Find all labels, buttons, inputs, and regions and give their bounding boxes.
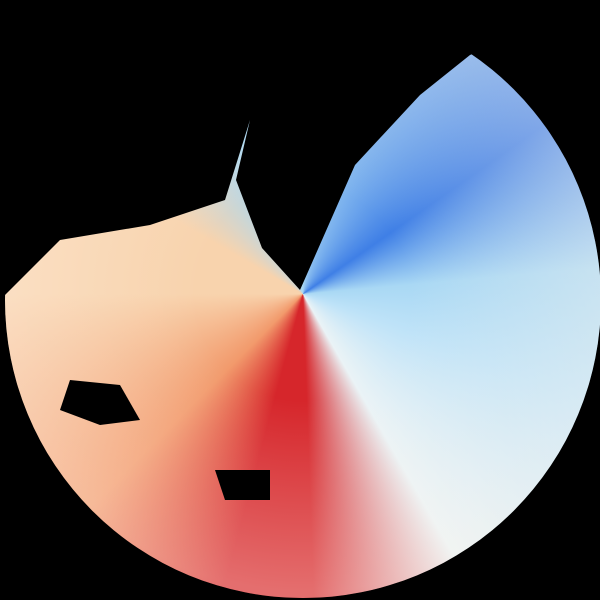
no-data-patch-west (60, 380, 140, 425)
no-data-patch-south (215, 470, 270, 500)
no-data-region (0, 0, 600, 300)
